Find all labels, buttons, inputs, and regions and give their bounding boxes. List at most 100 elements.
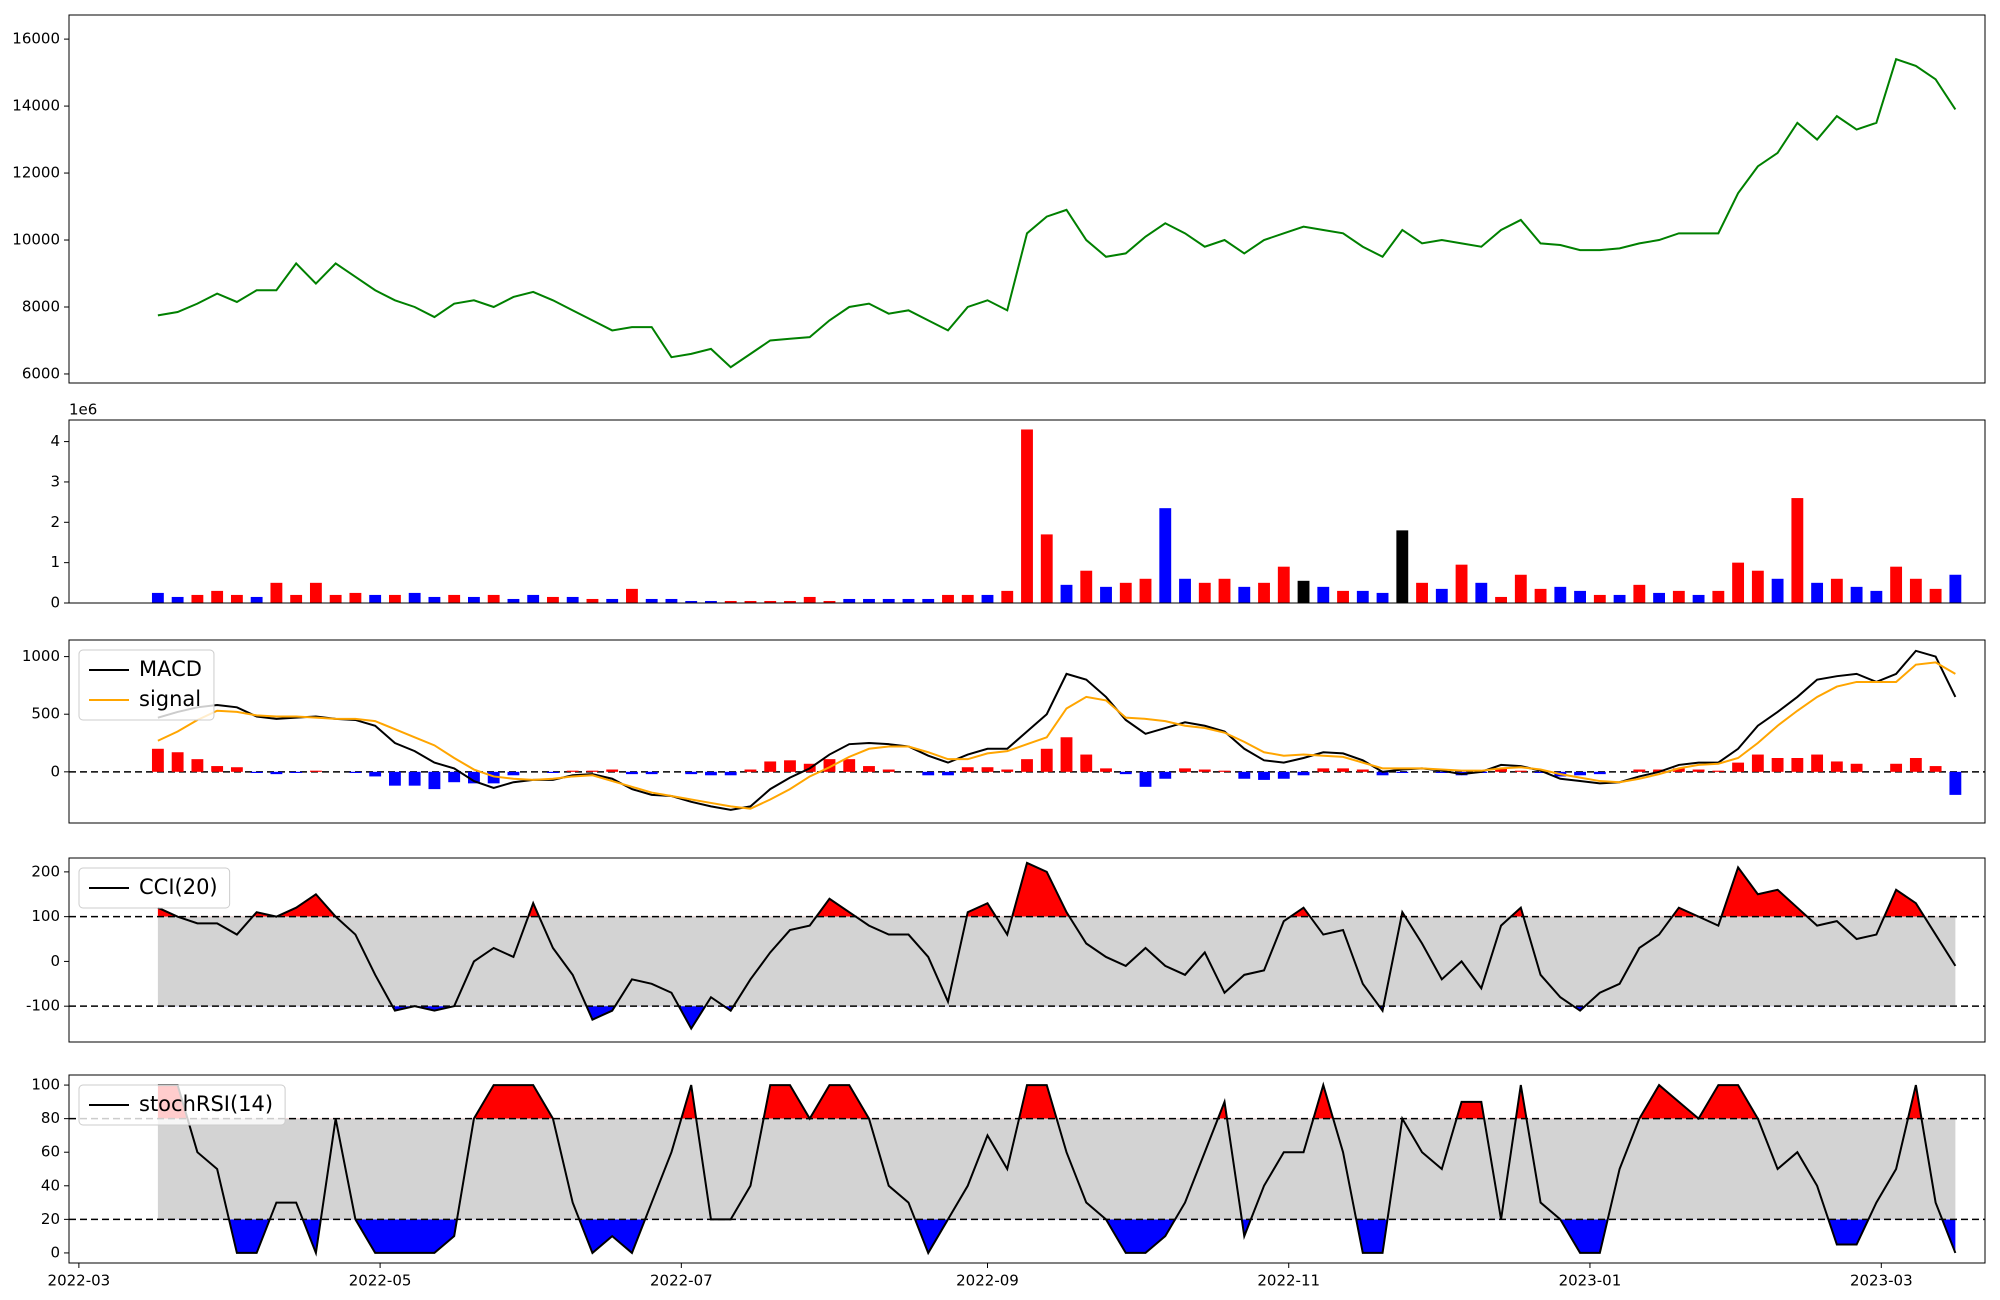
volume-bar	[665, 598, 678, 603]
histogram-bar	[922, 771, 935, 776]
volume-bar	[1751, 570, 1764, 603]
histogram-bar	[1830, 761, 1843, 772]
series-line	[157, 661, 1956, 810]
histogram-bar	[1100, 768, 1112, 772]
volume-bar	[487, 594, 500, 603]
volume-bar	[309, 582, 322, 603]
volume-bar	[1475, 582, 1488, 603]
y-tick-label: 3	[50, 472, 60, 490]
axes-frame	[68, 639, 1986, 824]
volume-bar	[902, 598, 915, 603]
histogram-bar	[1139, 771, 1152, 787]
y-tick-label: -100	[26, 997, 60, 1015]
volume-bar	[1337, 590, 1349, 603]
histogram-bar	[388, 771, 401, 786]
volume-bar	[1791, 498, 1804, 603]
histogram-bar	[468, 771, 480, 784]
histogram-bar	[151, 748, 164, 772]
x-tick-label: 2023-03	[1850, 1272, 1913, 1290]
histogram-bar	[1040, 748, 1053, 772]
histogram-bar	[1218, 770, 1231, 772]
below-fill	[157, 1006, 1956, 1029]
volume-bar	[547, 596, 559, 603]
volume-bar	[448, 594, 461, 603]
legend-box	[78, 1084, 286, 1126]
volume-bar	[1732, 562, 1745, 603]
volume-bar	[1277, 566, 1290, 603]
above-fill	[157, 862, 1925, 917]
volume-bar	[1534, 588, 1547, 603]
histogram-bar	[547, 771, 559, 773]
y-tick-label: 0	[50, 762, 60, 780]
histogram-bar	[1495, 768, 1507, 772]
volume-bar	[961, 594, 974, 603]
volume-bar	[1139, 578, 1152, 603]
volume-bar	[1712, 590, 1725, 603]
volume-bar	[408, 592, 421, 603]
volume-bar	[1356, 590, 1369, 603]
histogram-bar	[369, 771, 382, 777]
histogram-bar	[1692, 769, 1705, 772]
histogram-bar	[1909, 758, 1922, 772]
histogram-bar	[448, 771, 461, 783]
volume-bar	[1653, 592, 1666, 603]
volume-bar	[823, 600, 836, 603]
volume-bar	[349, 592, 362, 603]
histogram-bar	[1396, 771, 1409, 773]
series-line	[157, 861, 1957, 1031]
legend-label: MACD	[139, 657, 202, 681]
histogram-bar	[685, 771, 698, 775]
histogram-bar	[507, 771, 520, 776]
volume-bar	[1435, 588, 1448, 603]
histogram-bar	[1514, 770, 1527, 772]
histogram-bar	[1356, 769, 1369, 772]
histogram-bar	[1791, 758, 1804, 772]
histogram-bar	[1179, 768, 1191, 772]
volume-bar	[566, 596, 579, 603]
histogram-bar	[1751, 754, 1764, 772]
histogram-bar	[309, 770, 322, 772]
y-tick-label: 500	[31, 705, 60, 723]
series-line	[157, 57, 1957, 369]
volume-bar	[507, 598, 520, 603]
volume-bar	[1554, 586, 1567, 603]
volume-bar	[1001, 590, 1014, 603]
volume-bar	[1021, 429, 1033, 603]
x-tick-label: 2022-11	[1257, 1272, 1320, 1290]
below-fill	[157, 1219, 1956, 1253]
volume-bar	[1159, 508, 1172, 603]
volume-bar	[329, 594, 342, 603]
volume-bar	[1060, 584, 1073, 603]
histogram-bar	[1198, 769, 1211, 772]
legend-label: CCI(20)	[139, 875, 218, 899]
histogram-bar	[586, 770, 599, 772]
volume-bar	[1593, 594, 1606, 603]
x-tick-label: 2022-07	[650, 1272, 713, 1290]
volume-bar	[922, 598, 935, 603]
y-tick-label: 60	[41, 1143, 60, 1161]
volume-bar	[1514, 574, 1527, 603]
histogram-bar	[1001, 769, 1014, 772]
axes-frame	[68, 14, 1986, 384]
volume-bar	[1890, 566, 1903, 603]
histogram-bar	[744, 769, 757, 772]
legend-box	[78, 867, 231, 909]
legend-label: stochRSI(14)	[139, 1092, 273, 1116]
volume-bar	[1238, 586, 1251, 603]
volume-bar	[1100, 586, 1112, 603]
histogram-bar	[606, 769, 619, 772]
histogram-bar	[1732, 762, 1745, 772]
legend-label: signal	[139, 687, 201, 711]
volume-bar	[882, 598, 895, 603]
axes-frame	[68, 1074, 1986, 1264]
volume-bar	[942, 594, 954, 603]
volume-bar	[685, 600, 698, 603]
histogram-bar	[942, 771, 954, 776]
histogram-bar	[230, 767, 243, 772]
histogram-bar	[1534, 771, 1547, 773]
histogram-bar	[843, 759, 856, 772]
histogram-bar	[1277, 771, 1290, 779]
volume-bar	[468, 596, 480, 603]
y-tick-label: 1	[50, 553, 60, 571]
